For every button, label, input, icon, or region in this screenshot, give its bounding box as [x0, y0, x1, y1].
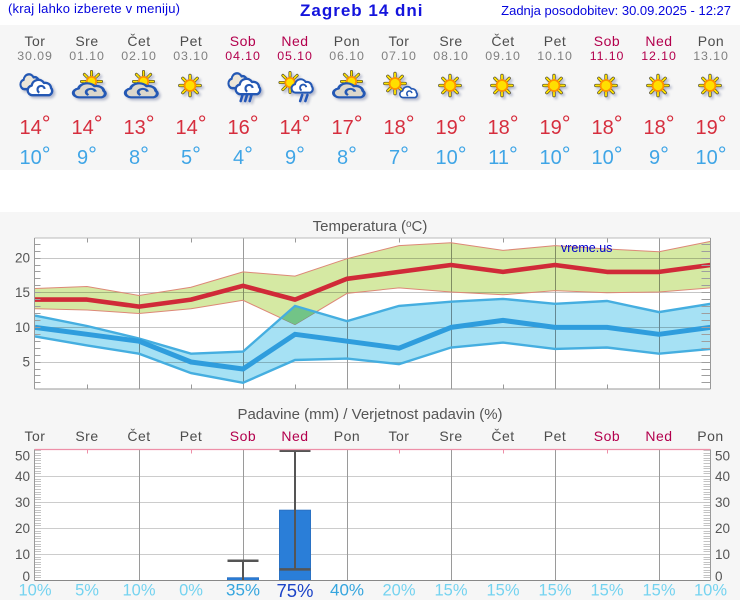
svg-text:5: 5 — [22, 355, 30, 370]
svg-text:10%: 10% — [122, 582, 155, 600]
svg-text:0: 0 — [22, 569, 30, 584]
svg-text:0%: 0% — [179, 582, 203, 600]
svg-text:40: 40 — [15, 469, 30, 484]
svg-text:5%: 5% — [75, 582, 99, 600]
svg-text:50: 50 — [715, 448, 730, 463]
svg-text:10: 10 — [715, 547, 730, 562]
svg-text:Čet: Čet — [491, 428, 514, 444]
svg-text:Tor: Tor — [389, 428, 410, 444]
svg-text:30: 30 — [715, 495, 730, 510]
svg-text:35%: 35% — [226, 581, 260, 600]
svg-text:Sob: Sob — [594, 428, 620, 444]
svg-text:Pon: Pon — [334, 428, 360, 444]
svg-text:Temperatura (oC): Temperatura (oC) — [313, 218, 428, 235]
svg-text:10%: 10% — [18, 582, 51, 600]
svg-text:vreme.us: vreme.us — [561, 241, 612, 255]
svg-text:20: 20 — [15, 251, 30, 266]
svg-text:0: 0 — [715, 569, 723, 584]
svg-text:10: 10 — [15, 547, 30, 562]
svg-text:15%: 15% — [434, 582, 467, 600]
svg-text:Ned: Ned — [281, 428, 308, 444]
svg-text:50: 50 — [15, 448, 30, 463]
svg-text:15%: 15% — [642, 582, 675, 600]
svg-text:10%: 10% — [694, 582, 727, 600]
svg-text:Ned: Ned — [645, 428, 672, 444]
svg-text:10: 10 — [15, 320, 30, 335]
svg-text:40: 40 — [715, 469, 730, 484]
svg-text:Sob: Sob — [230, 428, 256, 444]
svg-text:75%: 75% — [276, 580, 313, 600]
svg-text:40%: 40% — [330, 581, 364, 600]
svg-text:Tor: Tor — [25, 428, 46, 444]
svg-text:Pon: Pon — [697, 428, 723, 444]
svg-text:Sre: Sre — [439, 428, 462, 444]
svg-text:15%: 15% — [486, 582, 519, 600]
svg-text:15%: 15% — [538, 582, 571, 600]
svg-text:20: 20 — [15, 521, 30, 536]
svg-text:Sre: Sre — [75, 428, 98, 444]
svg-text:20%: 20% — [382, 582, 415, 600]
svg-text:Pet: Pet — [544, 428, 567, 444]
svg-text:30: 30 — [15, 495, 30, 510]
svg-text:15%: 15% — [590, 582, 623, 600]
svg-text:Padavine (mm) / Verjetnost pad: Padavine (mm) / Verjetnost padavin (%) — [237, 406, 502, 423]
svg-text:Pet: Pet — [180, 428, 203, 444]
svg-text:15: 15 — [15, 285, 30, 300]
svg-text:20: 20 — [715, 521, 730, 536]
svg-text:Čet: Čet — [127, 428, 150, 444]
